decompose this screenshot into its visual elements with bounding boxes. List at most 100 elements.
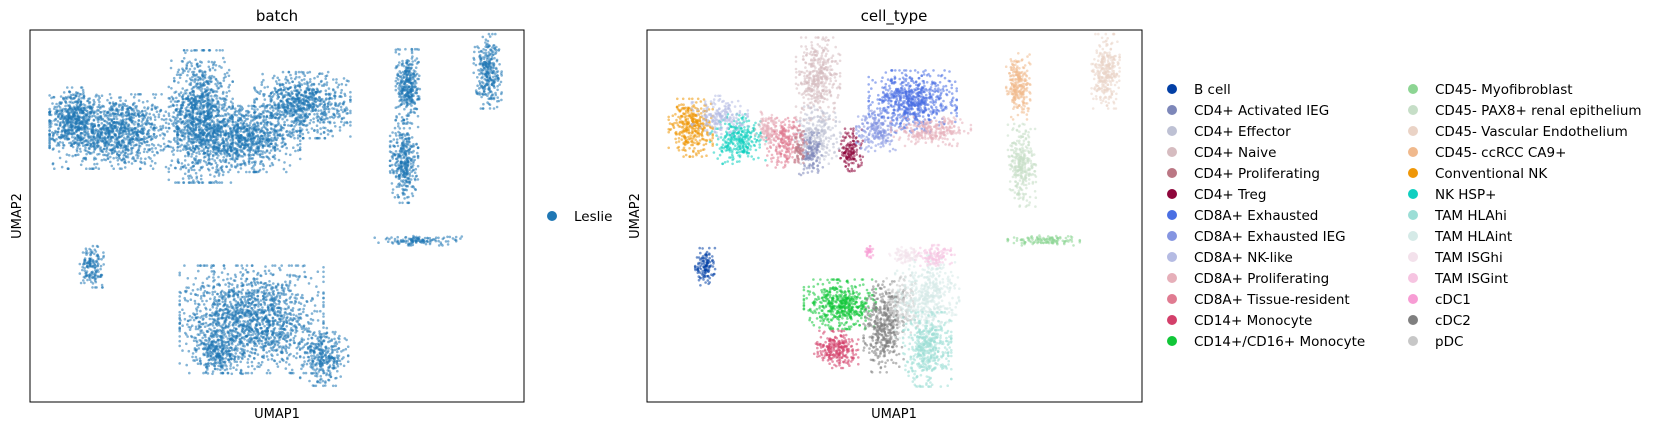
- data-point: [161, 124, 165, 128]
- data-point: [328, 97, 331, 100]
- data-point: [298, 139, 302, 142]
- data-point: [265, 115, 269, 119]
- data-point: [295, 90, 298, 93]
- data-point: [308, 98, 312, 101]
- data-point: [312, 120, 315, 124]
- data-point: [101, 117, 105, 121]
- data-point: [312, 117, 315, 120]
- data-point: [189, 110, 192, 114]
- data-point: [316, 118, 320, 122]
- data-point: [210, 126, 214, 130]
- data-point: [320, 72, 324, 75]
- data-point: [313, 128, 316, 132]
- data-point: [150, 107, 154, 110]
- data-point: [133, 144, 136, 147]
- data-point: [48, 129, 51, 132]
- data-point: [303, 78, 306, 81]
- data-point: [76, 100, 79, 104]
- data-point: [404, 93, 408, 97]
- data-point: [276, 120, 280, 123]
- data-point: [284, 106, 287, 109]
- data-point: [285, 170, 288, 174]
- data-point: [242, 152, 246, 155]
- data-point: [201, 73, 204, 77]
- data-point: [95, 259, 98, 263]
- data-point: [289, 153, 292, 157]
- data-point: [184, 166, 188, 170]
- data-point: [53, 167, 56, 170]
- data-point: [90, 122, 94, 125]
- data-point: [135, 143, 138, 146]
- data-point: [229, 149, 233, 153]
- data-point: [284, 81, 288, 85]
- data-point: [73, 121, 77, 125]
- data-point: [253, 100, 256, 103]
- data-point: [73, 107, 77, 111]
- data-point: [394, 88, 398, 92]
- data-point: [174, 90, 178, 94]
- data-point: [222, 156, 225, 159]
- data-point: [187, 119, 190, 122]
- data-point: [181, 165, 185, 169]
- data-point: [208, 91, 212, 94]
- data-point: [194, 162, 197, 165]
- data-point: [162, 147, 166, 151]
- data-point: [67, 95, 70, 99]
- data-point: [97, 262, 100, 266]
- data-point: [209, 150, 212, 153]
- data-point: [282, 95, 285, 98]
- data-point: [220, 125, 224, 129]
- data-point: [321, 97, 324, 101]
- data-point: [345, 120, 349, 124]
- data-point: [167, 178, 171, 182]
- data-point: [152, 93, 155, 96]
- data-point: [51, 162, 55, 166]
- data-point: [182, 122, 186, 126]
- data-point: [214, 161, 218, 165]
- data-point: [131, 127, 134, 130]
- data-point: [277, 89, 280, 92]
- data-point: [229, 100, 233, 103]
- data-point: [399, 80, 403, 83]
- data-point: [308, 121, 312, 125]
- data-point: [296, 84, 300, 88]
- data-point: [92, 111, 96, 114]
- data-point: [207, 140, 211, 144]
- data-point: [400, 62, 404, 66]
- data-point: [279, 113, 282, 117]
- data-point: [187, 147, 190, 150]
- data-point: [112, 151, 115, 155]
- data-point: [91, 264, 95, 268]
- data-point: [142, 137, 145, 141]
- data-point: [100, 94, 104, 97]
- data-point: [394, 48, 398, 52]
- data-point: [259, 153, 262, 156]
- data-point: [196, 162, 200, 165]
- data-point: [137, 154, 140, 158]
- data-point: [283, 115, 287, 119]
- data-point: [80, 135, 83, 138]
- data-point: [119, 151, 123, 155]
- data-point: [395, 115, 398, 118]
- data-point: [58, 124, 62, 128]
- data-point: [198, 152, 201, 156]
- data-point: [201, 100, 205, 103]
- data-point: [266, 141, 270, 144]
- data-point: [106, 117, 110, 120]
- data-point: [179, 73, 183, 76]
- data-point: [150, 122, 154, 125]
- data-point: [218, 96, 222, 100]
- data-point: [316, 114, 319, 118]
- data-point: [298, 75, 301, 79]
- data-point: [215, 123, 219, 126]
- data-point: [215, 84, 219, 88]
- data-point: [293, 125, 296, 128]
- data-point: [88, 115, 91, 118]
- data-point: [321, 105, 325, 109]
- data-point: [250, 141, 253, 145]
- data-point: [99, 273, 103, 277]
- data-point: [62, 134, 65, 137]
- data-point: [288, 130, 292, 133]
- data-point: [240, 134, 243, 137]
- data-point: [128, 119, 132, 122]
